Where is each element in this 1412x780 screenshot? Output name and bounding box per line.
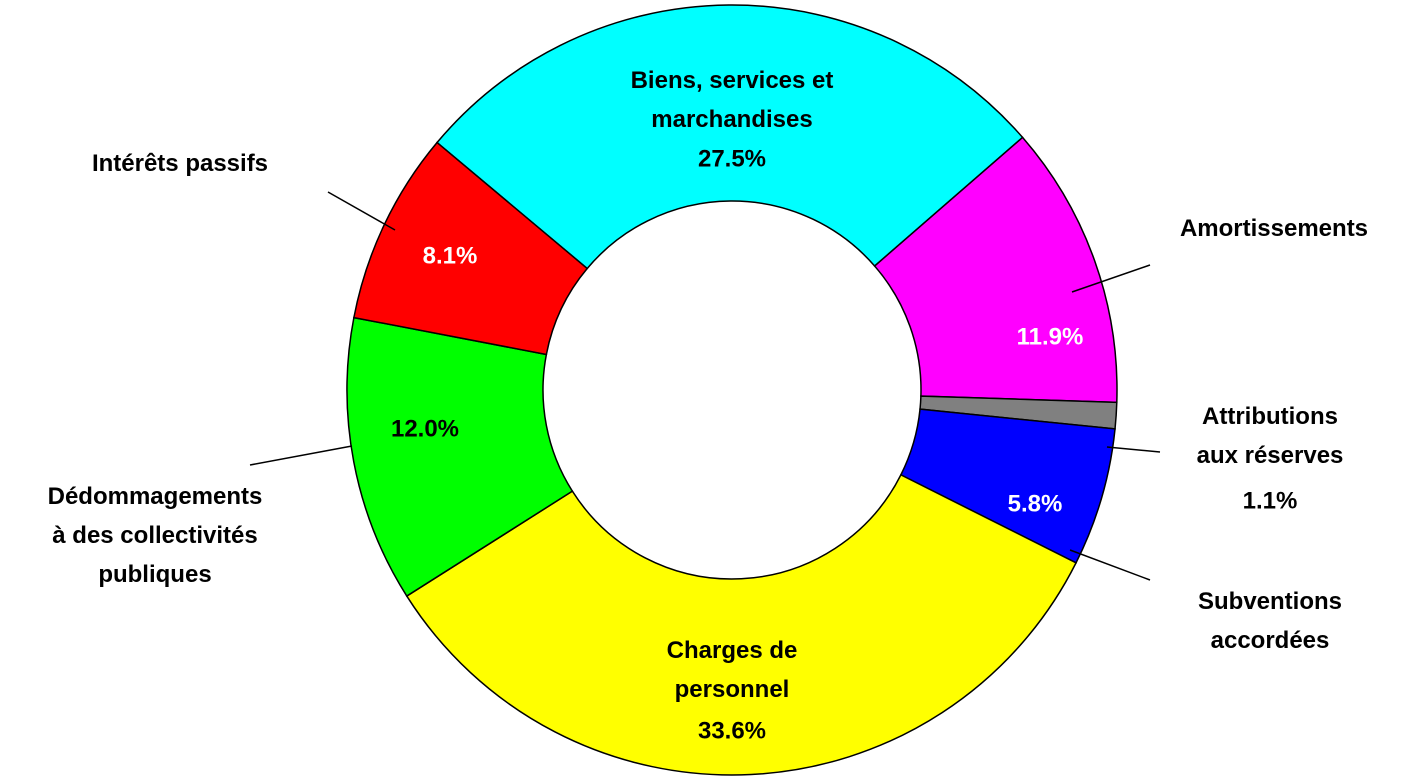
leader-line	[249, 445, 353, 466]
category-label: Attributions aux réserves	[1197, 403, 1344, 469]
value-label: 12.0%	[391, 415, 459, 442]
label-line: marchandises	[651, 106, 812, 133]
value-label: 33.6%	[698, 717, 766, 744]
value-label: 11.9%	[1017, 323, 1084, 350]
label-line: à des collectivités	[52, 522, 257, 549]
category-label: Dédommagements à des collectivités publiqu…	[48, 483, 263, 588]
label-line: publiques	[98, 561, 211, 588]
leader-line	[1069, 549, 1151, 581]
label-line: personnel	[675, 676, 790, 703]
slice	[436, 4, 1024, 270]
label-line: aux réserves	[1197, 442, 1344, 469]
label-line: Attributions	[1202, 403, 1338, 430]
value-label: 5.8%	[1008, 490, 1063, 517]
label-line: accordées	[1211, 627, 1330, 654]
value-label: 27.5%	[698, 145, 766, 172]
label-line: Biens, services et	[631, 67, 834, 94]
label-line: Subventions	[1198, 588, 1342, 615]
leader-line	[1071, 264, 1151, 293]
slice	[346, 316, 574, 598]
value-label: 1.1%	[1243, 487, 1298, 514]
category-label: Amortissements	[1180, 215, 1368, 242]
category-label: Biens, services et marchandises	[631, 67, 834, 133]
slice	[352, 141, 589, 356]
label-line: Charges de	[667, 637, 798, 664]
label-line: Intérêts passifs	[92, 150, 268, 177]
label-line: Dédommagements	[48, 483, 263, 510]
leader-line	[327, 191, 396, 231]
slice	[873, 136, 1118, 404]
category-label: Intérêts passifs	[92, 150, 268, 177]
value-label: 8.1%	[423, 242, 478, 269]
label-line: Amortissements	[1180, 215, 1368, 242]
category-label: Subventions accordées	[1198, 588, 1342, 654]
leader-line	[1106, 446, 1161, 453]
slice	[405, 473, 1078, 776]
category-label: Charges de personnel	[667, 637, 798, 703]
